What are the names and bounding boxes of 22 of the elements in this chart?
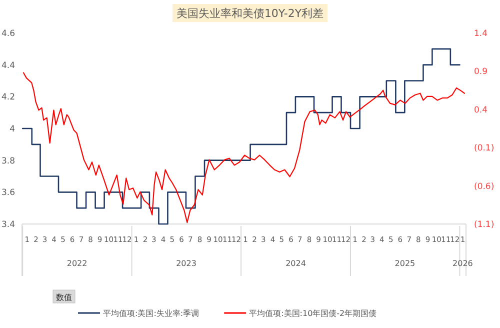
y-tick-label: 3.8 (1, 156, 15, 166)
text: 数值 (56, 293, 72, 302)
y-tick-label: 3.4 (1, 220, 15, 230)
y-tick-label: 4 (10, 124, 15, 134)
x2-tick-label: 2023 (176, 259, 196, 268)
y-tick-label: 4.4 (1, 60, 15, 71)
x2-tick-label: 2024 (286, 259, 306, 268)
y2-tick-label: (1.1) (474, 220, 494, 230)
y2-tick-label: (0.6) (474, 182, 494, 192)
legend-label: 平均值项:美国:失业率:季调 (103, 309, 200, 318)
y-tick-label: 3.6 (1, 188, 15, 198)
x2-tick-label: 2026 (452, 259, 473, 268)
legend-label: 平均值项:美国:10年国债-2年期国债 (249, 309, 377, 318)
y2-tick-label: 0.9 (474, 67, 488, 78)
y-tick-label: 4.2 (1, 92, 15, 103)
y2-tick-label: 0.4 (474, 105, 488, 116)
y2-tick-label: 1.4 (474, 29, 488, 39)
chart-title: 美国失业率和美债10Y-2Y利差 (176, 7, 324, 20)
x2-tick-label: 2025 (394, 259, 416, 268)
x2-tick-label: 2022 (66, 259, 88, 268)
y-tick-label: 4.6 (1, 29, 15, 39)
y2-tick-label: (0.1) (474, 144, 494, 154)
